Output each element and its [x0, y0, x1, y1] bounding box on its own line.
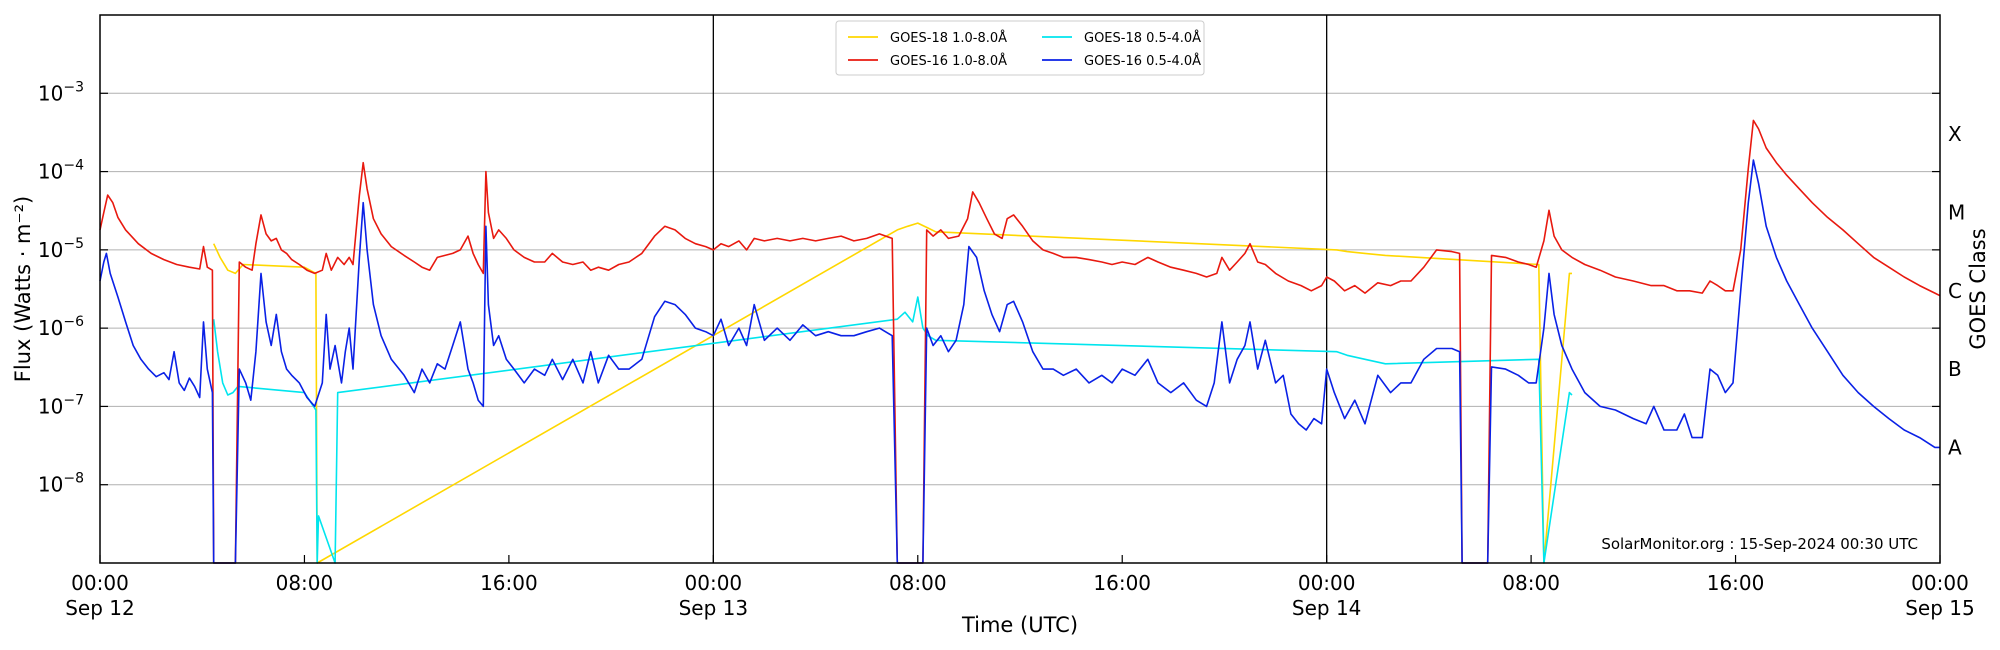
- legend-label: GOES-16 0.5-4.0Å: [1084, 53, 1201, 69]
- y-axis-label: Flux (Watts · m⁻²): [11, 196, 35, 382]
- y-tick-label: 10−5: [38, 236, 84, 262]
- x-tick-time: 16:00: [1707, 571, 1765, 595]
- x-tick-time: 08:00: [276, 571, 334, 595]
- x-tick-time: 16:00: [480, 571, 538, 595]
- y-tick-base: 10: [38, 316, 63, 340]
- x-tick-time: 00:00: [71, 571, 129, 595]
- goes-class-label: B: [1948, 357, 1962, 381]
- series-layer: [99, 119, 1941, 564]
- x-tick-time: 08:00: [889, 571, 947, 595]
- y-tick-exponent: −3: [63, 79, 84, 95]
- series-line: [212, 222, 1572, 564]
- x-axis-label: Time (UTC): [961, 613, 1078, 637]
- y-tick-base: 10: [38, 394, 63, 418]
- y-tick-exponent: −6: [63, 314, 84, 330]
- legend-label: GOES-18 0.5-4.0Å: [1084, 30, 1201, 46]
- y-tick-label: 10−3: [38, 79, 84, 105]
- right-axis-label: GOES Class: [1966, 228, 1990, 349]
- goes-class-label: C: [1948, 279, 1962, 303]
- x-tick-date: Sep 15: [1905, 596, 1975, 620]
- y-tick-base: 10: [38, 160, 63, 184]
- legend-box: [835, 20, 1205, 76]
- axes: [99, 14, 1941, 564]
- x-tick-time: 16:00: [1093, 571, 1151, 595]
- y-tick-exponent: −4: [63, 158, 84, 174]
- series-line: [99, 159, 1940, 564]
- goes-class-label: M: [1948, 201, 1965, 225]
- y-tick-label: 10−6: [38, 314, 84, 340]
- series-line: [212, 296, 1573, 564]
- y-tick-exponent: −8: [63, 471, 84, 487]
- plot-frame: [99, 14, 1941, 564]
- y-tick-base: 10: [38, 473, 63, 497]
- x-tick-date: Sep 13: [679, 596, 749, 620]
- x-tick-time: 08:00: [1502, 571, 1560, 595]
- series-line: [99, 119, 1941, 564]
- legend-label: GOES-16 1.0-8.0Å: [890, 53, 1007, 69]
- y-tick-label: 10−7: [38, 392, 84, 418]
- legend-label: GOES-18 1.0-8.0Å: [890, 30, 1007, 46]
- goes-class-label: A: [1948, 435, 1962, 459]
- grid-lines: [100, 15, 1940, 563]
- legend: GOES-18 1.0-8.0Å GOES-16 1.0-8.0Å GOES-18 …: [835, 20, 1205, 76]
- y-tick-base: 10: [38, 238, 63, 262]
- x-tick-time: 00:00: [685, 571, 743, 595]
- y-tick-label: 10−8: [38, 471, 84, 497]
- goes-class-label: X: [1948, 122, 1962, 146]
- y-tick-label: 10−4: [38, 158, 84, 184]
- y-tick-exponent: −5: [63, 236, 84, 252]
- x-tick-date: Sep 14: [1292, 596, 1362, 620]
- x-tick-date: Sep 12: [65, 596, 135, 620]
- credit-label: SolarMonitor.org : 15-Sep-2024 00:30 UTC: [1601, 535, 1918, 553]
- x-tick-time: 00:00: [1911, 571, 1969, 595]
- y-tick-exponent: −7: [63, 392, 84, 408]
- y-tick-base: 10: [38, 81, 63, 105]
- x-tick-time: 00:00: [1298, 571, 1356, 595]
